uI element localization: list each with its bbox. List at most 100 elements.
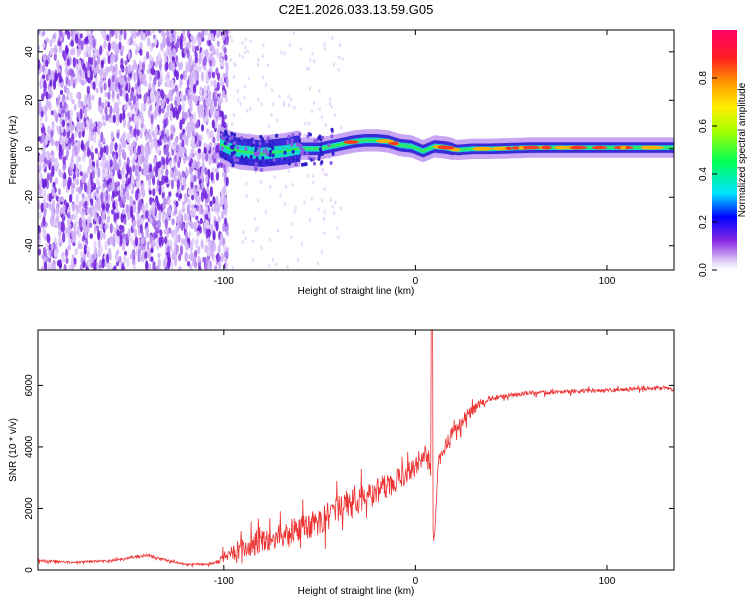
noise-blob [225,62,229,73]
noise-blob [225,261,229,270]
noise-blob [77,74,81,82]
ridge-hot-spot [554,145,569,150]
ridge-speck [319,147,322,152]
noise-blob [79,171,83,177]
noise-blob [220,57,224,68]
noise-blob [110,131,114,140]
noise-blob [148,189,152,195]
noise-blob [81,125,85,132]
ridge-speck [249,154,253,159]
noise-blob [42,162,46,170]
noise-blob [130,205,134,211]
noise-blob [187,260,191,267]
ridge-hot-spot [472,147,485,151]
noise-blob [190,78,194,86]
noise-blob [42,179,46,189]
noise-blob [90,30,94,33]
noise-blob [133,128,137,138]
noise-blob [118,147,122,158]
noise-blob [166,97,170,104]
noise-blob [88,135,92,143]
noise-blob [136,129,140,137]
noise-blob [120,192,124,199]
ridge-speck [250,143,254,148]
noise-blob [178,104,182,112]
noise-blob [38,59,41,70]
noise-blob [164,218,168,229]
noise-blob [144,143,148,154]
noise-blob [224,226,229,233]
noise-blob [185,65,189,73]
noise-blob [113,265,117,270]
noise-blob [49,216,54,226]
noise-blob [165,143,169,153]
ridge-speck [297,142,301,147]
noise-blob [125,92,129,103]
noise-blob [123,103,127,112]
noise-blob [54,44,58,55]
noise-blob [78,59,82,71]
noise-blob [212,230,216,241]
noise-blob [182,30,186,37]
noise-blob [127,75,131,82]
noise-blob [83,244,87,255]
noise-blob [75,160,79,170]
noise-blob [177,170,181,178]
speckle-blob [256,226,259,231]
noise-blob [157,258,161,269]
ridge-speck [250,137,254,142]
noise-blob [62,106,66,114]
noise-blob [41,254,45,260]
noise-blob [198,265,202,270]
noise-blob [50,110,55,116]
noise-blob [223,251,228,258]
noise-blob [179,132,183,141]
noise-blob [176,151,180,160]
noise-blob [198,204,202,215]
noise-blob [134,236,138,247]
noise-blob [196,168,201,180]
noise-blob [111,189,116,199]
noise-blob [118,255,122,264]
noise-blob [81,174,85,184]
noise-blob [79,108,83,120]
noise-blob [183,47,187,55]
noise-blob [179,208,183,215]
noise-blob [138,154,142,163]
noise-blob [199,217,203,225]
noise-blob [201,110,205,119]
spectrogram-y-tick-label: -20 [24,190,35,205]
noise-blob [87,46,91,55]
ridge-hot-spot [491,146,508,151]
noise-blob [209,200,213,207]
noise-blob [162,157,166,166]
noise-blob [78,217,82,229]
noise-blob [50,262,55,270]
noise-blob [76,92,80,100]
noise-blob [193,174,197,182]
noise-blob [171,79,175,88]
speckle-blob [245,108,248,113]
noise-blob [180,73,184,80]
noise-blob [42,230,46,237]
speckle-blob [296,257,300,262]
ridge-speck [282,157,286,162]
noise-blob [68,264,72,270]
noise-blob [127,63,132,75]
noise-blob [168,61,172,71]
noise-blob [112,40,117,52]
speckle-blob [256,62,260,67]
noise-blob [100,60,104,69]
noise-blob [61,221,65,233]
noise-blob [42,216,46,227]
noise-blob [62,180,66,188]
speckle-blob [291,222,294,227]
noise-blob [135,164,139,171]
noise-blob [195,35,200,42]
noise-blob [110,141,114,148]
noise-blob [48,102,52,111]
speckle-blob [325,172,328,177]
speckle-blob [243,84,247,89]
noise-blob [121,45,125,52]
colorbar-tick-label: 0.4 [698,167,709,181]
